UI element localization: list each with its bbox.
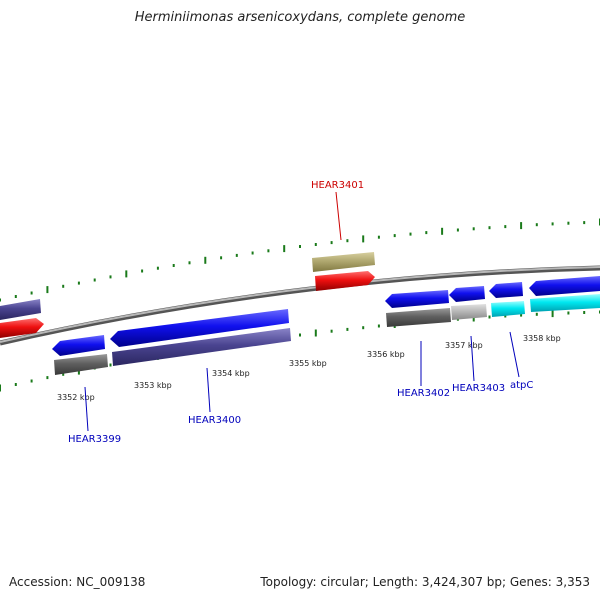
feature-hear3401-red[interactable] — [315, 271, 375, 291]
callout-hear3399 — [84, 386, 89, 432]
feature-right-cyan[interactable] — [530, 294, 600, 312]
feature-atpc-cyan[interactable] — [491, 301, 525, 317]
kbp-tick-label: 3357 kbp — [445, 341, 483, 350]
feature-hear3400-blue[interactable] — [110, 309, 289, 347]
genome-backbone — [0, 265, 600, 346]
feature-left-red[interactable] — [0, 318, 44, 338]
feature-right-blue[interactable] — [529, 276, 600, 296]
callout-hear3403 — [470, 335, 475, 382]
gene-label-hear3399[interactable]: HEAR3399 — [68, 434, 121, 445]
gene-label-atpc[interactable]: atpC — [510, 380, 533, 391]
genome-summary-text: Topology: circular; Length: 3,424,307 bp… — [260, 575, 590, 589]
feature-hear3402-gray[interactable] — [386, 308, 451, 327]
kbp-tick-label: 3355 kbp — [289, 359, 327, 368]
kbp-tick-label: 3352 kbp — [57, 393, 95, 402]
feature-hear3401-olive[interactable] — [312, 252, 375, 272]
kbp-tick-label: 3354 kbp — [212, 369, 250, 378]
feature-left-slate[interactable] — [0, 299, 41, 320]
feature-atpc-blue[interactable] — [489, 282, 523, 298]
feature-hear3399-gray[interactable] — [54, 354, 108, 375]
callout-atpc — [509, 331, 520, 378]
accession-text: Accession: NC_009138 — [9, 575, 146, 589]
kbp-tick-label: 3353 kbp — [134, 381, 172, 390]
gene-label-hear3403[interactable]: HEAR3403 — [452, 383, 505, 394]
gene-label-hear3401[interactable]: HEAR3401 — [311, 180, 364, 191]
genome-backbone-highlight — [0, 266, 600, 343]
feature-hear3400-slate[interactable] — [112, 328, 291, 366]
feature-hear3402-blue[interactable] — [385, 290, 449, 308]
feature-hear3399-blue[interactable] — [52, 335, 105, 356]
gene-label-hear3402[interactable]: HEAR3402 — [397, 388, 450, 399]
feature-hear3403-blue[interactable] — [449, 286, 485, 302]
gene-label-hear3400[interactable]: HEAR3400 — [188, 415, 241, 426]
kbp-tick-label: 3358 kbp — [523, 334, 561, 343]
feature-hear3403-lightgray[interactable] — [451, 304, 487, 320]
forward-tick-row — [0, 218, 600, 302]
kbp-tick-label: 3356 kbp — [367, 350, 405, 359]
map-title: Herminiimonas arsenicoxydans, complete g… — [134, 10, 466, 25]
callout-hear3400 — [206, 367, 211, 413]
callout-hear3401 — [335, 191, 342, 241]
